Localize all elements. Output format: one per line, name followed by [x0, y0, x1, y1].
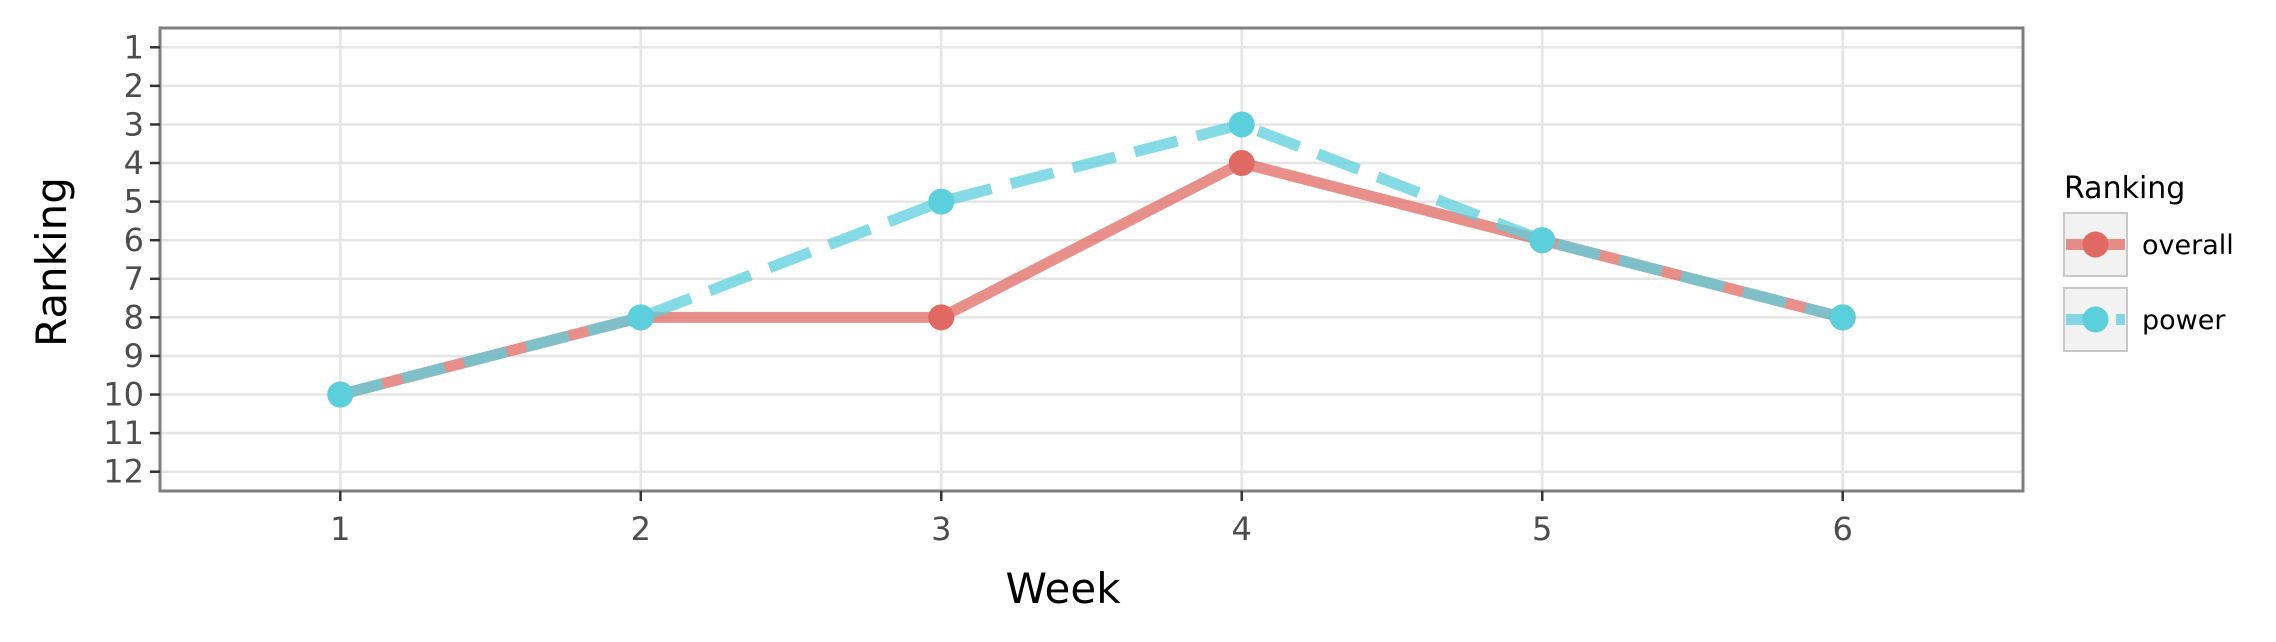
y-tick-label: 1	[124, 28, 144, 66]
legend-point-power	[2082, 306, 2109, 333]
legend-title: Ranking	[2064, 171, 2185, 206]
legend-point-overall	[2082, 231, 2109, 258]
data-point-power	[627, 304, 654, 331]
y-tick-label: 4	[124, 144, 144, 182]
data-point-overall	[928, 304, 955, 331]
y-tick-label: 8	[124, 298, 144, 336]
data-point-power	[1829, 304, 1856, 331]
panel-border	[158, 26, 2025, 493]
series-lines	[338, 119, 1845, 400]
panel-background	[160, 28, 2023, 491]
legend: Ranking overall power	[2063, 171, 2234, 352]
data-point-power	[327, 381, 354, 408]
legend-label-power: power	[2142, 305, 2226, 336]
x-tick-label: 4	[1232, 510, 1252, 548]
y-tick-label: 6	[124, 221, 144, 259]
x-tick-label: 3	[931, 510, 951, 548]
y-tick-label: 3	[124, 105, 144, 143]
y-tick-label: 9	[124, 337, 144, 375]
y-tick-label: 2	[124, 67, 144, 105]
y-axis-label: Ranking	[27, 177, 76, 347]
series-line-power	[338, 119, 1845, 400]
data-point-overall	[1228, 150, 1255, 177]
x-tick-label: 5	[1532, 510, 1552, 548]
x-tick-label: 1	[330, 510, 350, 548]
y-tick-label: 12	[103, 453, 144, 491]
y-tick-label: 10	[103, 376, 144, 414]
y-tick-label: 7	[124, 260, 144, 298]
data-point-power	[928, 188, 955, 215]
series-points	[327, 111, 1856, 408]
x-axis: 1 2 3 4 5 6	[330, 491, 1853, 548]
legend-label-overall: overall	[2142, 230, 2234, 261]
x-axis-label: Week	[1005, 564, 1121, 613]
data-point-power	[1228, 111, 1255, 138]
x-tick-label: 6	[1833, 510, 1853, 548]
y-tick-label: 11	[103, 414, 144, 452]
x-tick-label: 2	[631, 510, 651, 548]
y-tick-label: 5	[124, 183, 144, 221]
data-point-power	[1529, 227, 1556, 254]
